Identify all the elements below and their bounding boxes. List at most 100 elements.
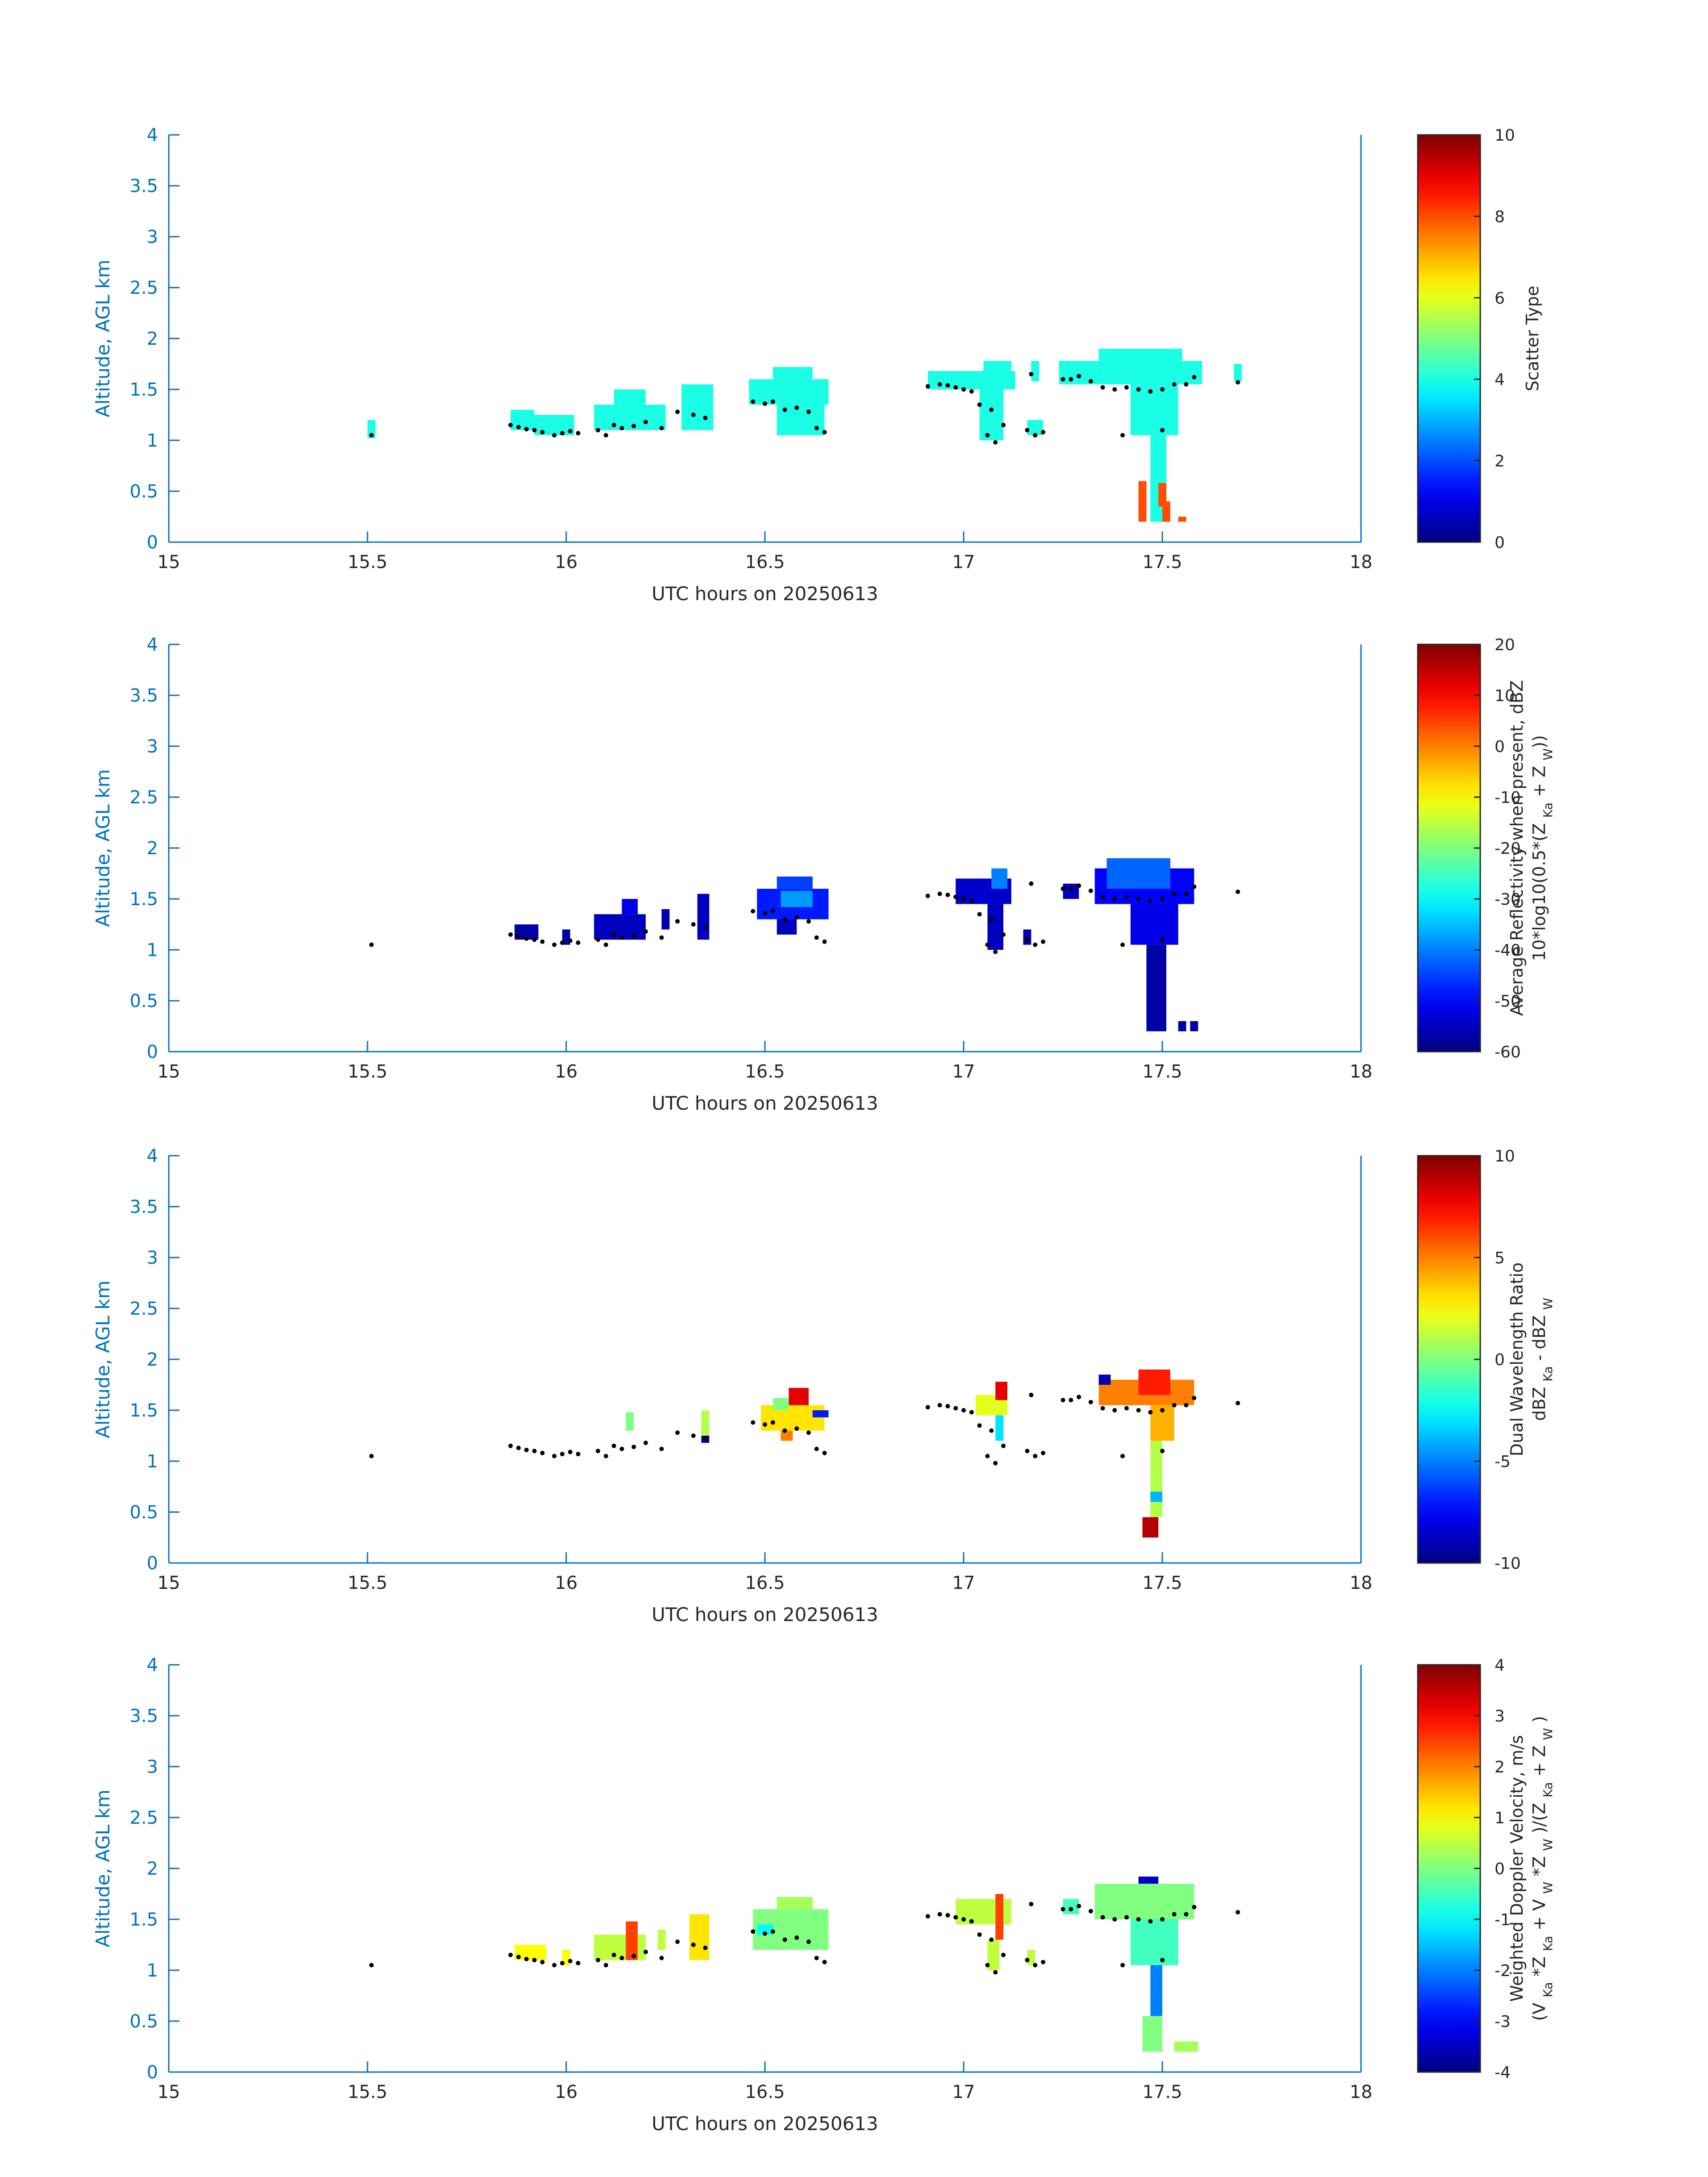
heatmap-cell (781, 890, 813, 907)
heatmap-cell (614, 389, 646, 405)
cloud-base-dot (659, 935, 664, 940)
cloud-base-dot (540, 1450, 545, 1455)
cloud-base-dot (576, 431, 580, 436)
y-tick-label: 0.5 (129, 481, 158, 502)
cloud-base-dot (576, 1452, 580, 1457)
cloud-base-dot (782, 407, 787, 412)
cloud-base-dot (1124, 385, 1129, 390)
heatmap-cell (1130, 1919, 1178, 1965)
x-tick-label: 17.5 (1142, 552, 1182, 572)
cloud-base-dots (369, 1901, 1240, 1975)
cloud-base-dot (937, 382, 942, 387)
cloud-base-dot (560, 940, 565, 945)
x-tick-label: 15.5 (347, 1573, 387, 1593)
y-tick-label: 3.5 (129, 1706, 158, 1726)
cloud-base-dot (1112, 1408, 1117, 1412)
heatmap-cell (1142, 2016, 1162, 2052)
colorbar-tick-label: -5 (1495, 1453, 1511, 1471)
cloud-base-dot (1088, 1909, 1093, 1914)
cloud-base-dot (576, 940, 580, 945)
y-axis-label: Altitude, AGL km (92, 1280, 114, 1438)
x-tick-label: 16 (555, 552, 578, 572)
cloud-base-dot (1041, 430, 1045, 435)
cloud-base-dot (993, 440, 998, 445)
cloud-base-dot (576, 1961, 580, 1966)
cloud-base-dot (814, 935, 819, 940)
heatmap-cell (1162, 501, 1170, 522)
cloud-base-dot (937, 1403, 942, 1408)
cloud-base-dot (675, 1430, 680, 1435)
cloud-base-dot (619, 1446, 624, 1451)
cloud-base-dot (1184, 891, 1189, 896)
cloud-base-dot (1029, 1901, 1034, 1906)
cloud-base-dot (1136, 1408, 1141, 1412)
x-tick-label: 16 (555, 1573, 578, 1593)
cloud-base-dot (508, 422, 513, 427)
cloud-base-dot (596, 1449, 601, 1454)
cloud-base-dot (1025, 428, 1030, 433)
cloud-base-dot (1025, 937, 1030, 942)
heatmap-cell (594, 914, 646, 940)
colorbar-tick-label: 0 (1495, 1351, 1505, 1369)
cloud-base-dot (691, 413, 696, 417)
cloud-base-dot (814, 1956, 819, 1960)
heatmap-cell (626, 1412, 634, 1431)
cloud-base-dot (1001, 1952, 1006, 1957)
heatmap-cell (657, 1929, 666, 1950)
cloud-base-dot (703, 415, 708, 420)
panel-dwr: 15 15.5 16 16.5 17 17.5 18 0 0.5 1 1.5 2 2.5 3 3.5 4 UTC… (92, 1146, 1555, 1625)
colorbar-tick-label: -40 (1495, 941, 1521, 960)
cloud-base-dot (369, 1454, 374, 1458)
heatmap-cell (1174, 2041, 1199, 2052)
x-tick-label: 16.5 (745, 1061, 785, 1082)
cloud-base-dot (516, 425, 521, 430)
cloud-base-dot (524, 1447, 529, 1452)
cloud-base-dot (1061, 1398, 1065, 1403)
cloud-base-dot (643, 1440, 648, 1445)
cloud-base-dot (814, 1446, 819, 1451)
colorbar (1418, 135, 1480, 542)
panel-reflectivity: 15 15.5 16 16.5 17 17.5 18 0 0.5 1 1.5 2 2.5 3 3.5 4 UTC… (92, 635, 1555, 1114)
heatmap-cell (626, 1921, 638, 1960)
cloud-base-dot (961, 387, 966, 392)
cloud-base-dot (1112, 897, 1117, 901)
x-tick-label: 17 (952, 1573, 975, 1593)
cloud-base-dot (1029, 1392, 1034, 1397)
cloud-base-dot (1184, 1912, 1189, 1917)
heatmap-cell (789, 1387, 809, 1405)
cloud-base-dot (631, 1954, 636, 1959)
cloud-base-dot (1120, 433, 1125, 438)
cloud-base-dot (1069, 1907, 1073, 1912)
heatmap-cell (701, 1410, 710, 1436)
colorbar-label: 10*log10(0.5*(Z Ka + Z W)) (1529, 735, 1555, 961)
y-tick-label: 1 (147, 940, 158, 961)
y-tick-label: 1.5 (129, 1910, 158, 1930)
colorbar-tick-label: 3 (1495, 1707, 1505, 1726)
heatmap-cell (927, 371, 1015, 389)
heatmap-cells (626, 1369, 1194, 1538)
colorbar (1418, 1665, 1480, 2072)
cloud-base-dot (508, 1952, 513, 1957)
heatmap-cell (987, 904, 1003, 950)
y-tick-label: 0 (147, 532, 158, 553)
cloud-base-dot (532, 1958, 537, 1963)
cloud-base-dot (1160, 937, 1165, 942)
cloud-base-dot (1148, 1410, 1153, 1415)
cloud-base-dot (1236, 1910, 1240, 1915)
cloud-base-dot (969, 389, 974, 394)
colorbar-label: dBZ Ka - dBZ W (1529, 1298, 1555, 1421)
cloud-base-dot (953, 1915, 958, 1920)
cloud-base-dot (925, 384, 930, 389)
y-tick-label: 0.5 (129, 1502, 158, 1523)
cloud-base-dot (806, 1939, 811, 1944)
cloud-base-dot (631, 1445, 636, 1450)
heatmap-cell (1178, 1021, 1186, 1032)
heatmap-cell (812, 1410, 829, 1417)
cloud-base-dot (540, 430, 545, 435)
cloud-base-dot (1124, 1915, 1129, 1920)
cloud-base-dot (1172, 1403, 1177, 1408)
colorbar-frame (1417, 134, 1481, 543)
y-tick-label: 0 (147, 1042, 158, 1062)
cloud-base-dot (925, 894, 930, 898)
heatmap-cell (1190, 1021, 1199, 1032)
